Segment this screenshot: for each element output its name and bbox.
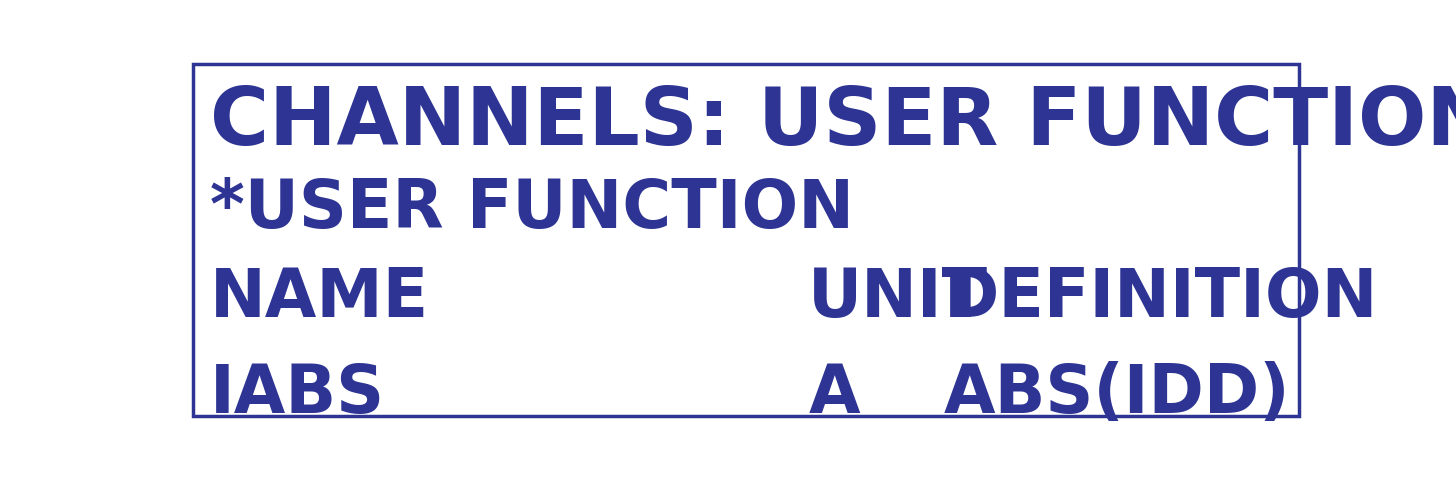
Text: NAME: NAME: [210, 264, 430, 330]
Text: UNIT: UNIT: [808, 264, 989, 330]
Text: A: A: [808, 360, 860, 427]
Text: *USER FUNCTION: *USER FUNCTION: [210, 176, 855, 242]
Text: IABS: IABS: [210, 360, 386, 427]
Text: ABS(IDD): ABS(IDD): [943, 360, 1290, 427]
Text: CHANNELS: USER FUNCTION DEFINITION: CHANNELS: USER FUNCTION DEFINITION: [210, 84, 1456, 161]
Text: DEFINITION: DEFINITION: [943, 264, 1377, 330]
FancyBboxPatch shape: [194, 65, 1299, 416]
